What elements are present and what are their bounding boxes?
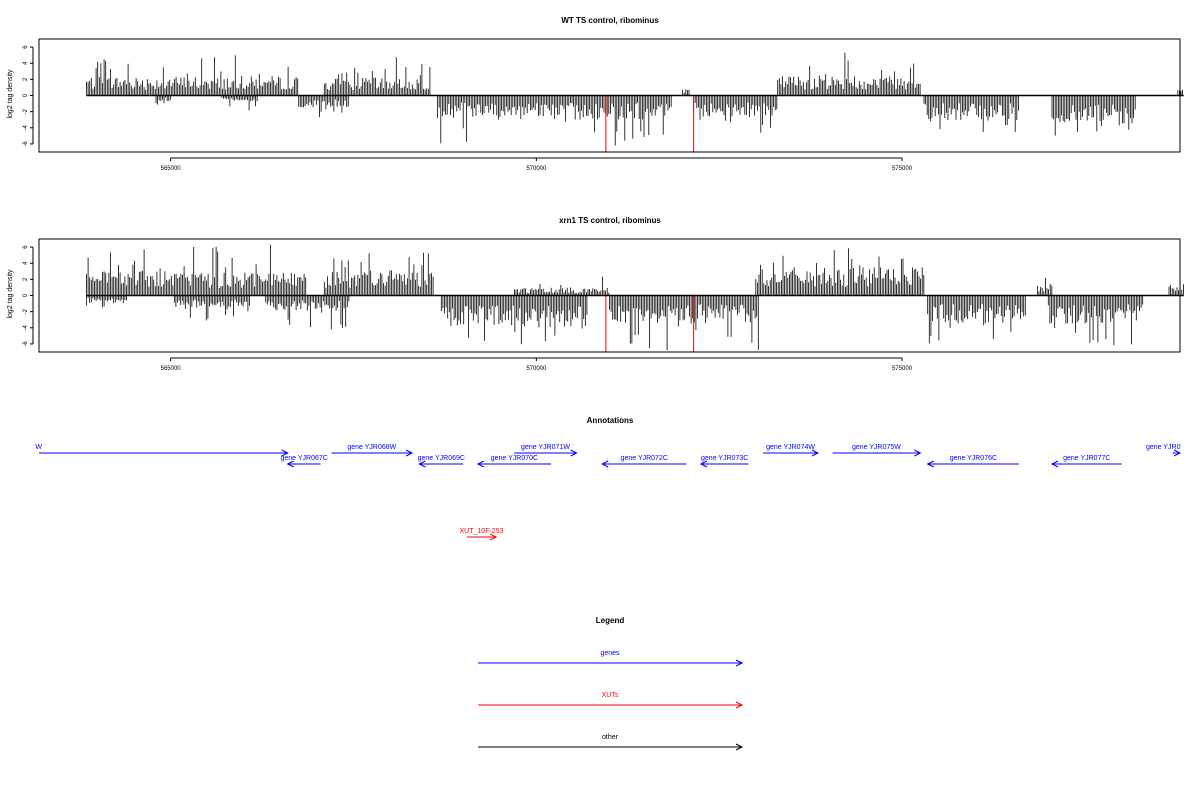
gene-label: gene YJR071W [521,444,570,451]
arrow-head [926,460,934,468]
gene-label: gene YJR073C [701,455,748,462]
arrow-head [476,460,485,468]
wt-y-axis: -6 -4 -2 0 2 4 6 [23,45,34,147]
arrow-head [281,449,289,457]
legend-label: other [602,734,619,741]
arrow-head [570,449,578,457]
gene-label: gene YJR074W [766,444,815,451]
wt-minus-strand-bars [155,95,1136,146]
gene-label: W [35,444,42,451]
arrow-head [699,460,708,468]
y-tick-label: 6 [23,245,29,249]
gene-label: gene YJR075W [852,444,901,451]
y-tick-label: 4 [23,61,29,65]
y-tick-label: 4 [23,261,29,265]
gene-label: gene YJR067C [280,455,327,462]
arrow-head [405,449,414,457]
y-tick-label: -2 [23,108,29,114]
legend-label: genes [600,650,620,657]
gene-label: gene YJR068W [347,444,396,451]
xrn1-plus-strand-bars [86,244,1184,296]
xrn1-track-panel: xrn1 TS control, ribominus log2 tag dens… [7,216,1184,372]
arrow-head [489,533,498,541]
arrow-head [1050,460,1059,468]
legend-label: XUTs [602,692,619,699]
legend: Legend genes XUTs other [478,616,744,751]
y-tick-label: -2 [23,308,29,314]
wt-marker-lines [605,95,695,152]
x-tick-label: 570000 [526,166,547,172]
legend-arrow-head [735,659,744,667]
xrn1-x-axis: 565000 570000 575000 [161,357,913,372]
gene-label: gene YJR076C [950,455,997,462]
wt-track-panel: WT TS control, ribominus log2 tag densit… [7,16,1184,172]
xrn1-plot-frame [38,238,1181,353]
annotations-title: Annotations [587,416,634,425]
y-tick-label: 0 [23,93,29,97]
legend-title: Legend [596,616,625,625]
xrn1-y-axis: -6 -4 -2 0 2 4 6 [23,245,34,347]
x-tick-label: 565000 [161,166,182,172]
x-tick-label: 565000 [161,366,182,372]
arrow-head [601,460,609,468]
xut-label: XUT_10F-253 [460,528,504,535]
gene-label: gene YJR072C [621,455,668,462]
legend-arrow-head [735,743,744,751]
legend-arrow-head [735,701,744,709]
y-tick-label: -6 [23,341,29,347]
wt-plot-frame [38,38,1181,153]
xrn1-marker-lines [605,295,695,352]
wt-x-axis: 565000 570000 575000 [161,157,913,172]
gene-label: gene YJR069C [418,455,465,462]
arrow-head [914,449,922,457]
xrn1-y-axis-label: log2 tag density [7,269,14,319]
y-tick-label: 2 [23,277,29,281]
wt-y-axis-label: log2 tag density [7,69,14,119]
y-tick-label: 0 [23,293,29,297]
x-tick-label: 575000 [892,366,913,372]
arrow-head [811,449,820,457]
gene-label: gene YJR070C [491,455,538,462]
gene-label: gene YJR077C [1063,455,1110,462]
y-tick-label: -4 [23,324,29,330]
wt-track-title: WT TS control, ribominus [561,16,659,25]
arrow-head [418,460,426,468]
wt-plus-strand-bars [86,52,1183,96]
x-tick-label: 570000 [526,366,547,372]
y-tick-label: 2 [23,77,29,81]
gene-label: gene YJR0 [1146,444,1181,451]
y-tick-label: 6 [23,45,29,49]
xrn1-track-title: xrn1 TS control, ribominus [559,216,661,225]
xrn1-minus-strand-bars [86,295,1144,351]
y-tick-label: -6 [23,141,29,147]
arrow-head [1173,449,1182,457]
arrow-head [286,460,294,468]
y-tick-label: -4 [23,124,29,130]
legend-items: genes XUTs other [478,650,744,751]
x-tick-label: 575000 [892,166,913,172]
